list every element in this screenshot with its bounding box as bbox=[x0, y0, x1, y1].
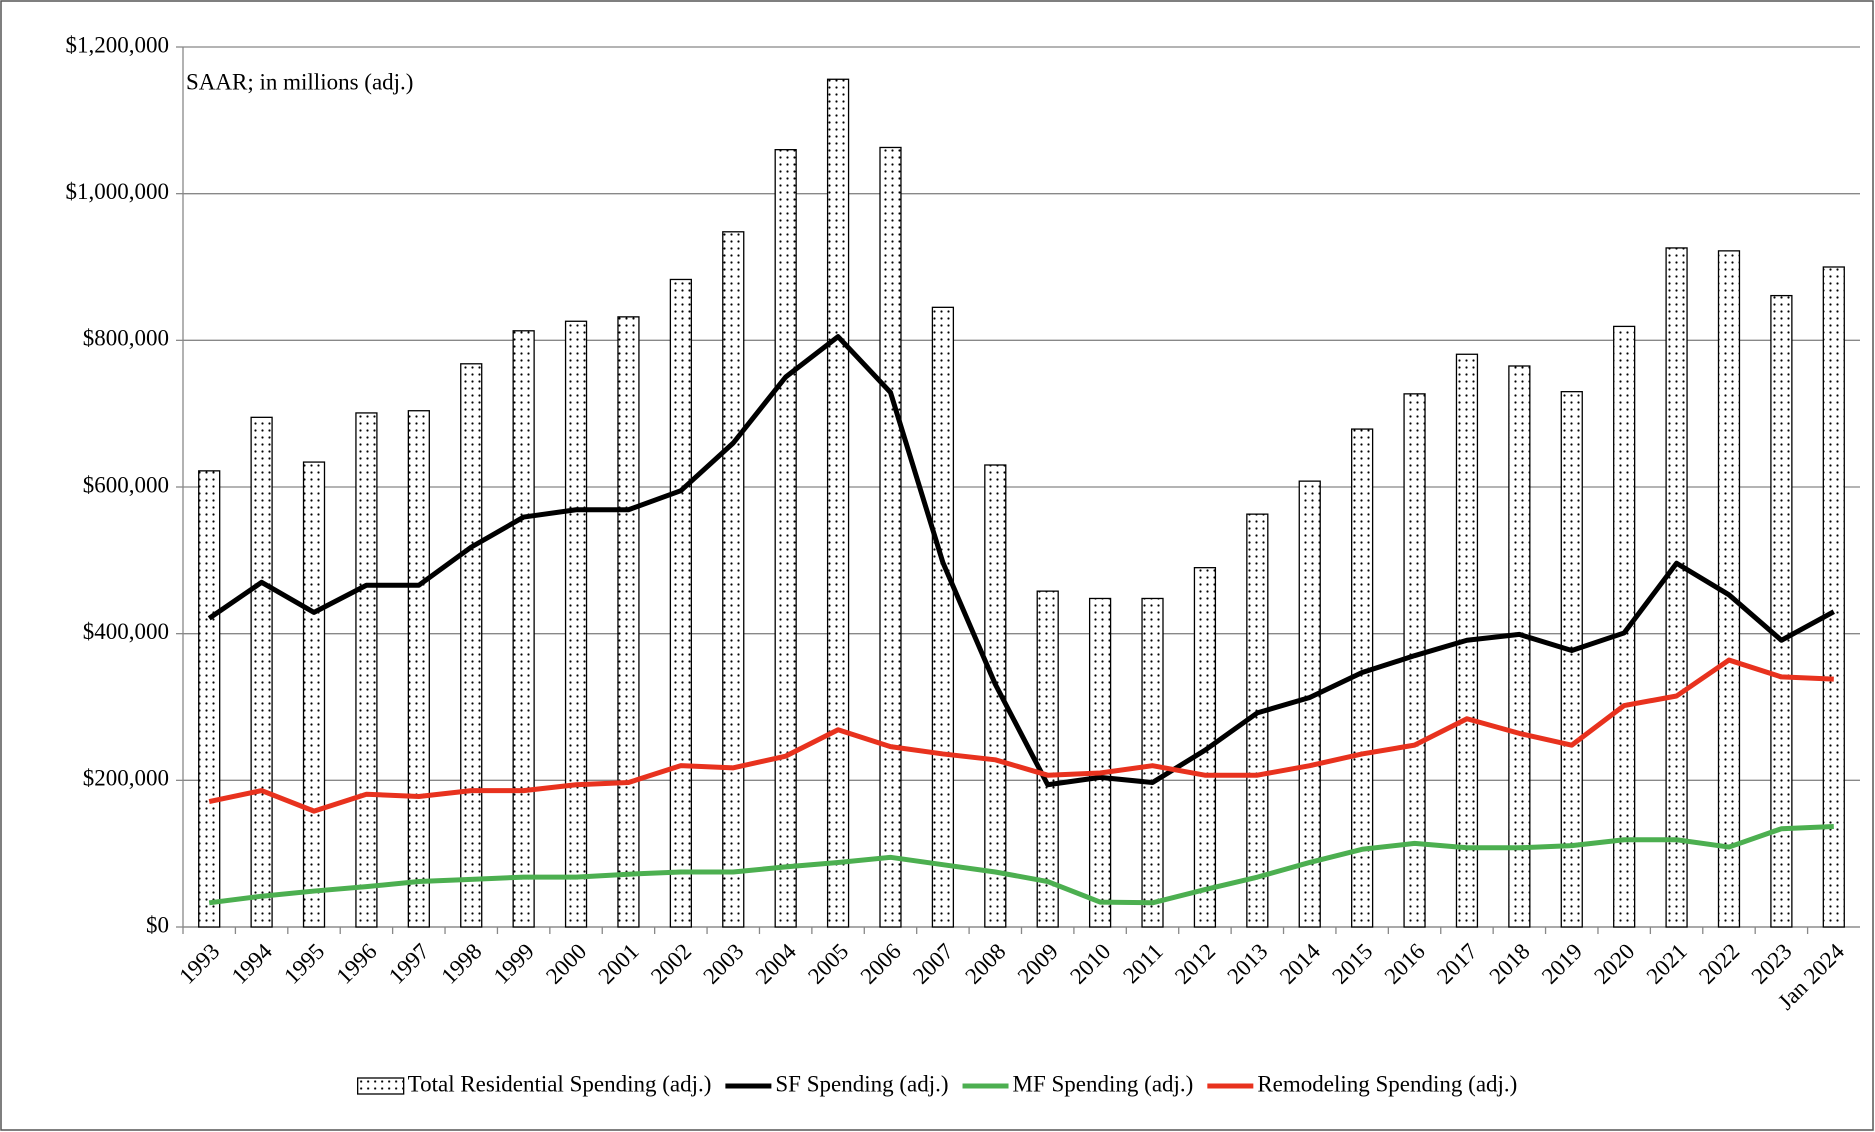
line bbox=[207, 334, 1835, 788]
x-tick-label: 2006 bbox=[856, 939, 906, 989]
legend-label: SF Spending (adj.) bbox=[775, 1071, 948, 1096]
x-tick-label: 2021 bbox=[1642, 939, 1692, 989]
x-tick-label: 2009 bbox=[1013, 939, 1063, 989]
x-tick-label: 2012 bbox=[1170, 939, 1220, 989]
bar bbox=[984, 464, 1007, 928]
bar bbox=[1560, 391, 1583, 928]
bar bbox=[1665, 247, 1688, 928]
x-tick-label: 2003 bbox=[698, 939, 748, 989]
x-tick-label: 2014 bbox=[1275, 938, 1326, 989]
x-tick-label: 2011 bbox=[1118, 939, 1168, 989]
y-tick-label: $600,000 bbox=[83, 472, 169, 497]
x-tick-label: 2018 bbox=[1484, 939, 1534, 989]
bar bbox=[460, 363, 483, 928]
x-tick-label: 1997 bbox=[384, 939, 434, 989]
x-tick-label: 1999 bbox=[489, 939, 539, 989]
bar bbox=[669, 278, 692, 928]
y-tick-label: $400,000 bbox=[83, 619, 169, 644]
x-tick-label: 2000 bbox=[541, 939, 591, 989]
bar bbox=[1141, 597, 1164, 928]
bar bbox=[1036, 590, 1059, 928]
bar bbox=[774, 149, 797, 928]
legend-label: Remodeling Spending (adj.) bbox=[1257, 1071, 1517, 1096]
x-tick-label: 2015 bbox=[1327, 939, 1377, 989]
bar bbox=[617, 316, 640, 928]
bar bbox=[512, 330, 535, 928]
x-tick-label: 2008 bbox=[960, 939, 1010, 989]
bar bbox=[355, 412, 378, 928]
bar bbox=[722, 231, 745, 928]
bar bbox=[250, 416, 273, 928]
y-tick-label: $200,000 bbox=[83, 766, 169, 791]
x-tick-label: 2016 bbox=[1380, 939, 1430, 989]
x-tick-label: 2004 bbox=[751, 938, 802, 989]
bar bbox=[1508, 365, 1531, 928]
bar bbox=[302, 461, 326, 928]
bar bbox=[1770, 294, 1793, 928]
x-tick-label: 1993 bbox=[174, 939, 224, 989]
bar bbox=[407, 410, 430, 928]
y-tick-label: $800,000 bbox=[83, 326, 169, 351]
x-tick-label: 1998 bbox=[436, 939, 486, 989]
annotation: SAAR; in millions (adj.) bbox=[186, 69, 413, 94]
legend-swatch bbox=[357, 1077, 405, 1095]
legend: Total Residential Spending (adj.) SF Spen… bbox=[357, 1071, 1517, 1096]
bar bbox=[1613, 325, 1636, 928]
x-tick-label: 2017 bbox=[1432, 939, 1482, 989]
bar bbox=[564, 320, 588, 928]
line bbox=[208, 657, 1834, 814]
bar bbox=[931, 306, 955, 928]
bar bbox=[879, 146, 902, 928]
bar bbox=[826, 78, 850, 928]
x-tick-label: 2002 bbox=[646, 939, 696, 989]
x-tick-label: 1994 bbox=[227, 938, 278, 989]
legend-label: MF Spending (adj.) bbox=[1013, 1071, 1194, 1096]
bar bbox=[1822, 266, 1845, 928]
y-tick-label: $1,000,000 bbox=[66, 179, 170, 204]
x-tick-label: 2007 bbox=[908, 939, 958, 989]
x-tick-label: 1995 bbox=[279, 939, 329, 989]
bar bbox=[198, 470, 221, 928]
x-tick-label: 2005 bbox=[803, 939, 853, 989]
x-tick-label: 2010 bbox=[1065, 939, 1115, 989]
bar bbox=[1298, 480, 1321, 928]
bar bbox=[1088, 597, 1112, 928]
x-tick-label: 2001 bbox=[594, 939, 644, 989]
y-tick-label: $0 bbox=[146, 912, 169, 937]
line bbox=[208, 824, 1834, 906]
x-tick-label: 1996 bbox=[331, 939, 381, 989]
x-tick-label: 2013 bbox=[1222, 939, 1272, 989]
x-tick-label: 2019 bbox=[1537, 939, 1587, 989]
x-tick-label: 2022 bbox=[1694, 939, 1744, 989]
y-tick-label: $1,200,000 bbox=[66, 32, 170, 57]
legend-label: Total Residential Spending (adj.) bbox=[408, 1071, 712, 1096]
x-tick-label: 2020 bbox=[1589, 939, 1639, 989]
